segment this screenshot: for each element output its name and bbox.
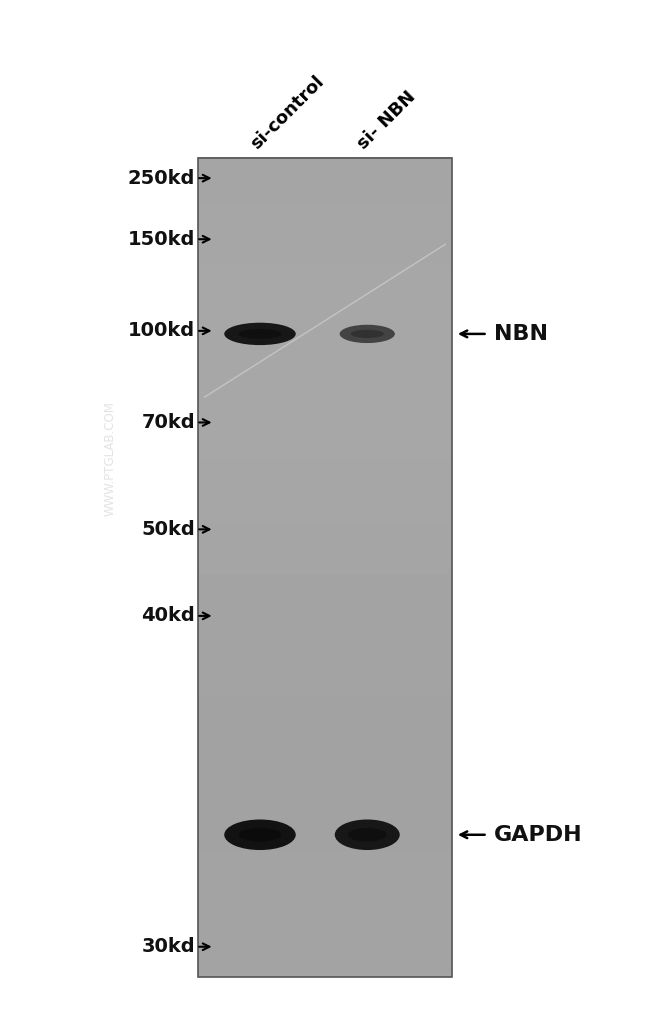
Text: si- NBN: si- NBN	[354, 88, 420, 153]
Text: 70kd: 70kd	[142, 413, 195, 432]
Text: GAPDH: GAPDH	[494, 825, 582, 845]
Text: 150kd: 150kd	[127, 230, 195, 248]
Ellipse shape	[239, 828, 281, 842]
Ellipse shape	[351, 330, 383, 338]
Text: 100kd: 100kd	[128, 322, 195, 340]
Text: 250kd: 250kd	[127, 169, 195, 187]
Ellipse shape	[335, 819, 400, 850]
Text: 30kd: 30kd	[142, 938, 195, 956]
Text: si-control: si-control	[247, 72, 328, 153]
Bar	[198, 158, 452, 977]
Text: 40kd: 40kd	[141, 607, 195, 625]
Text: WWW.PTGLAB.COM: WWW.PTGLAB.COM	[104, 401, 117, 515]
Ellipse shape	[224, 323, 296, 345]
Ellipse shape	[224, 819, 296, 850]
Ellipse shape	[348, 828, 387, 842]
Ellipse shape	[339, 325, 395, 343]
Ellipse shape	[239, 329, 281, 339]
Text: NBN: NBN	[494, 324, 548, 344]
Text: 50kd: 50kd	[141, 520, 195, 539]
